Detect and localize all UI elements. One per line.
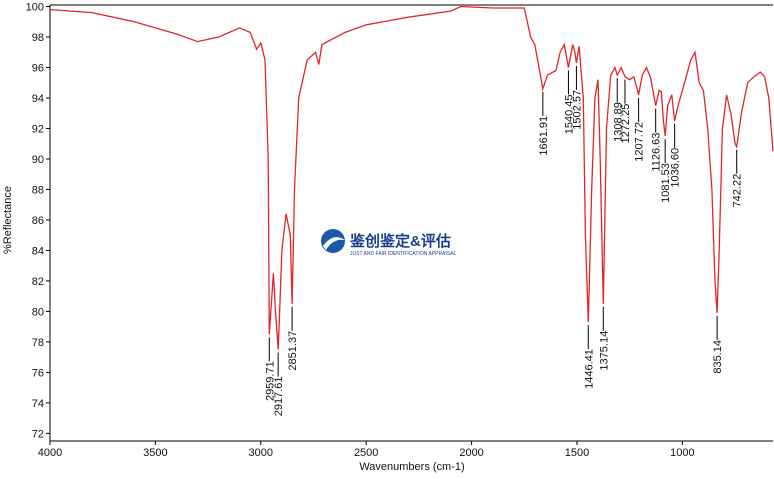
peak-label: 1036.60 [670, 148, 682, 188]
y-tick-label: 84 [32, 245, 44, 257]
peak-label: 1540.45 [563, 95, 575, 135]
peak-label: 1502.57 [571, 90, 583, 130]
peak-label: 1375.14 [598, 331, 610, 371]
peak-label: 1661.91 [538, 116, 550, 156]
peak-label: 1081.53 [660, 163, 672, 203]
y-tick-label: 86 [32, 215, 44, 227]
y-tick-label: 78 [32, 337, 44, 349]
y-axis-label: %Reflectance [2, 186, 14, 254]
watermark-sub: JUST AND FAIR IDENTIFICATION APPRAISAL [350, 251, 456, 257]
y-tick-label: 82 [32, 276, 44, 288]
watermark: 鉴创鉴定&评估 [349, 232, 451, 250]
peak-label: 2917.61 [273, 377, 285, 417]
x-tick-label: 1000 [670, 447, 694, 459]
peak-label: 1446.41 [583, 349, 595, 389]
peak-label: 1272.25 [620, 104, 632, 144]
y-tick-label: 100 [26, 2, 44, 14]
x-tick-label: 4000 [38, 447, 62, 459]
spectrum-line [49, 5, 774, 350]
peak-label: 1207.72 [634, 122, 646, 162]
x-tick-label: 2500 [354, 447, 378, 459]
x-tick-label: 3500 [143, 447, 167, 459]
y-tick-label: 72 [32, 428, 44, 440]
peak-label: 742.22 [732, 174, 744, 208]
watermark-logo [321, 229, 345, 253]
x-tick-label: 2000 [459, 447, 483, 459]
x-axis-label: Wavenumbers (cm-1) [359, 461, 464, 473]
y-tick-label: 74 [32, 398, 44, 410]
y-tick-label: 98 [32, 32, 44, 44]
peak-label: 1126.63 [651, 133, 663, 172]
y-tick-label: 96 [32, 63, 44, 75]
plot-frame [49, 4, 773, 442]
y-tick-label: 90 [32, 154, 44, 166]
peak-label: 835.14 [712, 340, 724, 374]
y-tick-label: 94 [32, 93, 44, 105]
y-tick-label: 76 [32, 367, 44, 379]
y-tick-label: 88 [32, 184, 44, 196]
y-tick-label: 80 [32, 306, 44, 318]
x-tick-label: 1500 [565, 447, 589, 459]
peak-label: 2851.37 [287, 331, 299, 371]
x-tick-label: 3000 [249, 447, 273, 459]
peak-label: 2959.71 [264, 361, 276, 401]
peak-label: 1308.89 [612, 102, 624, 142]
y-tick-label: 92 [32, 123, 44, 135]
